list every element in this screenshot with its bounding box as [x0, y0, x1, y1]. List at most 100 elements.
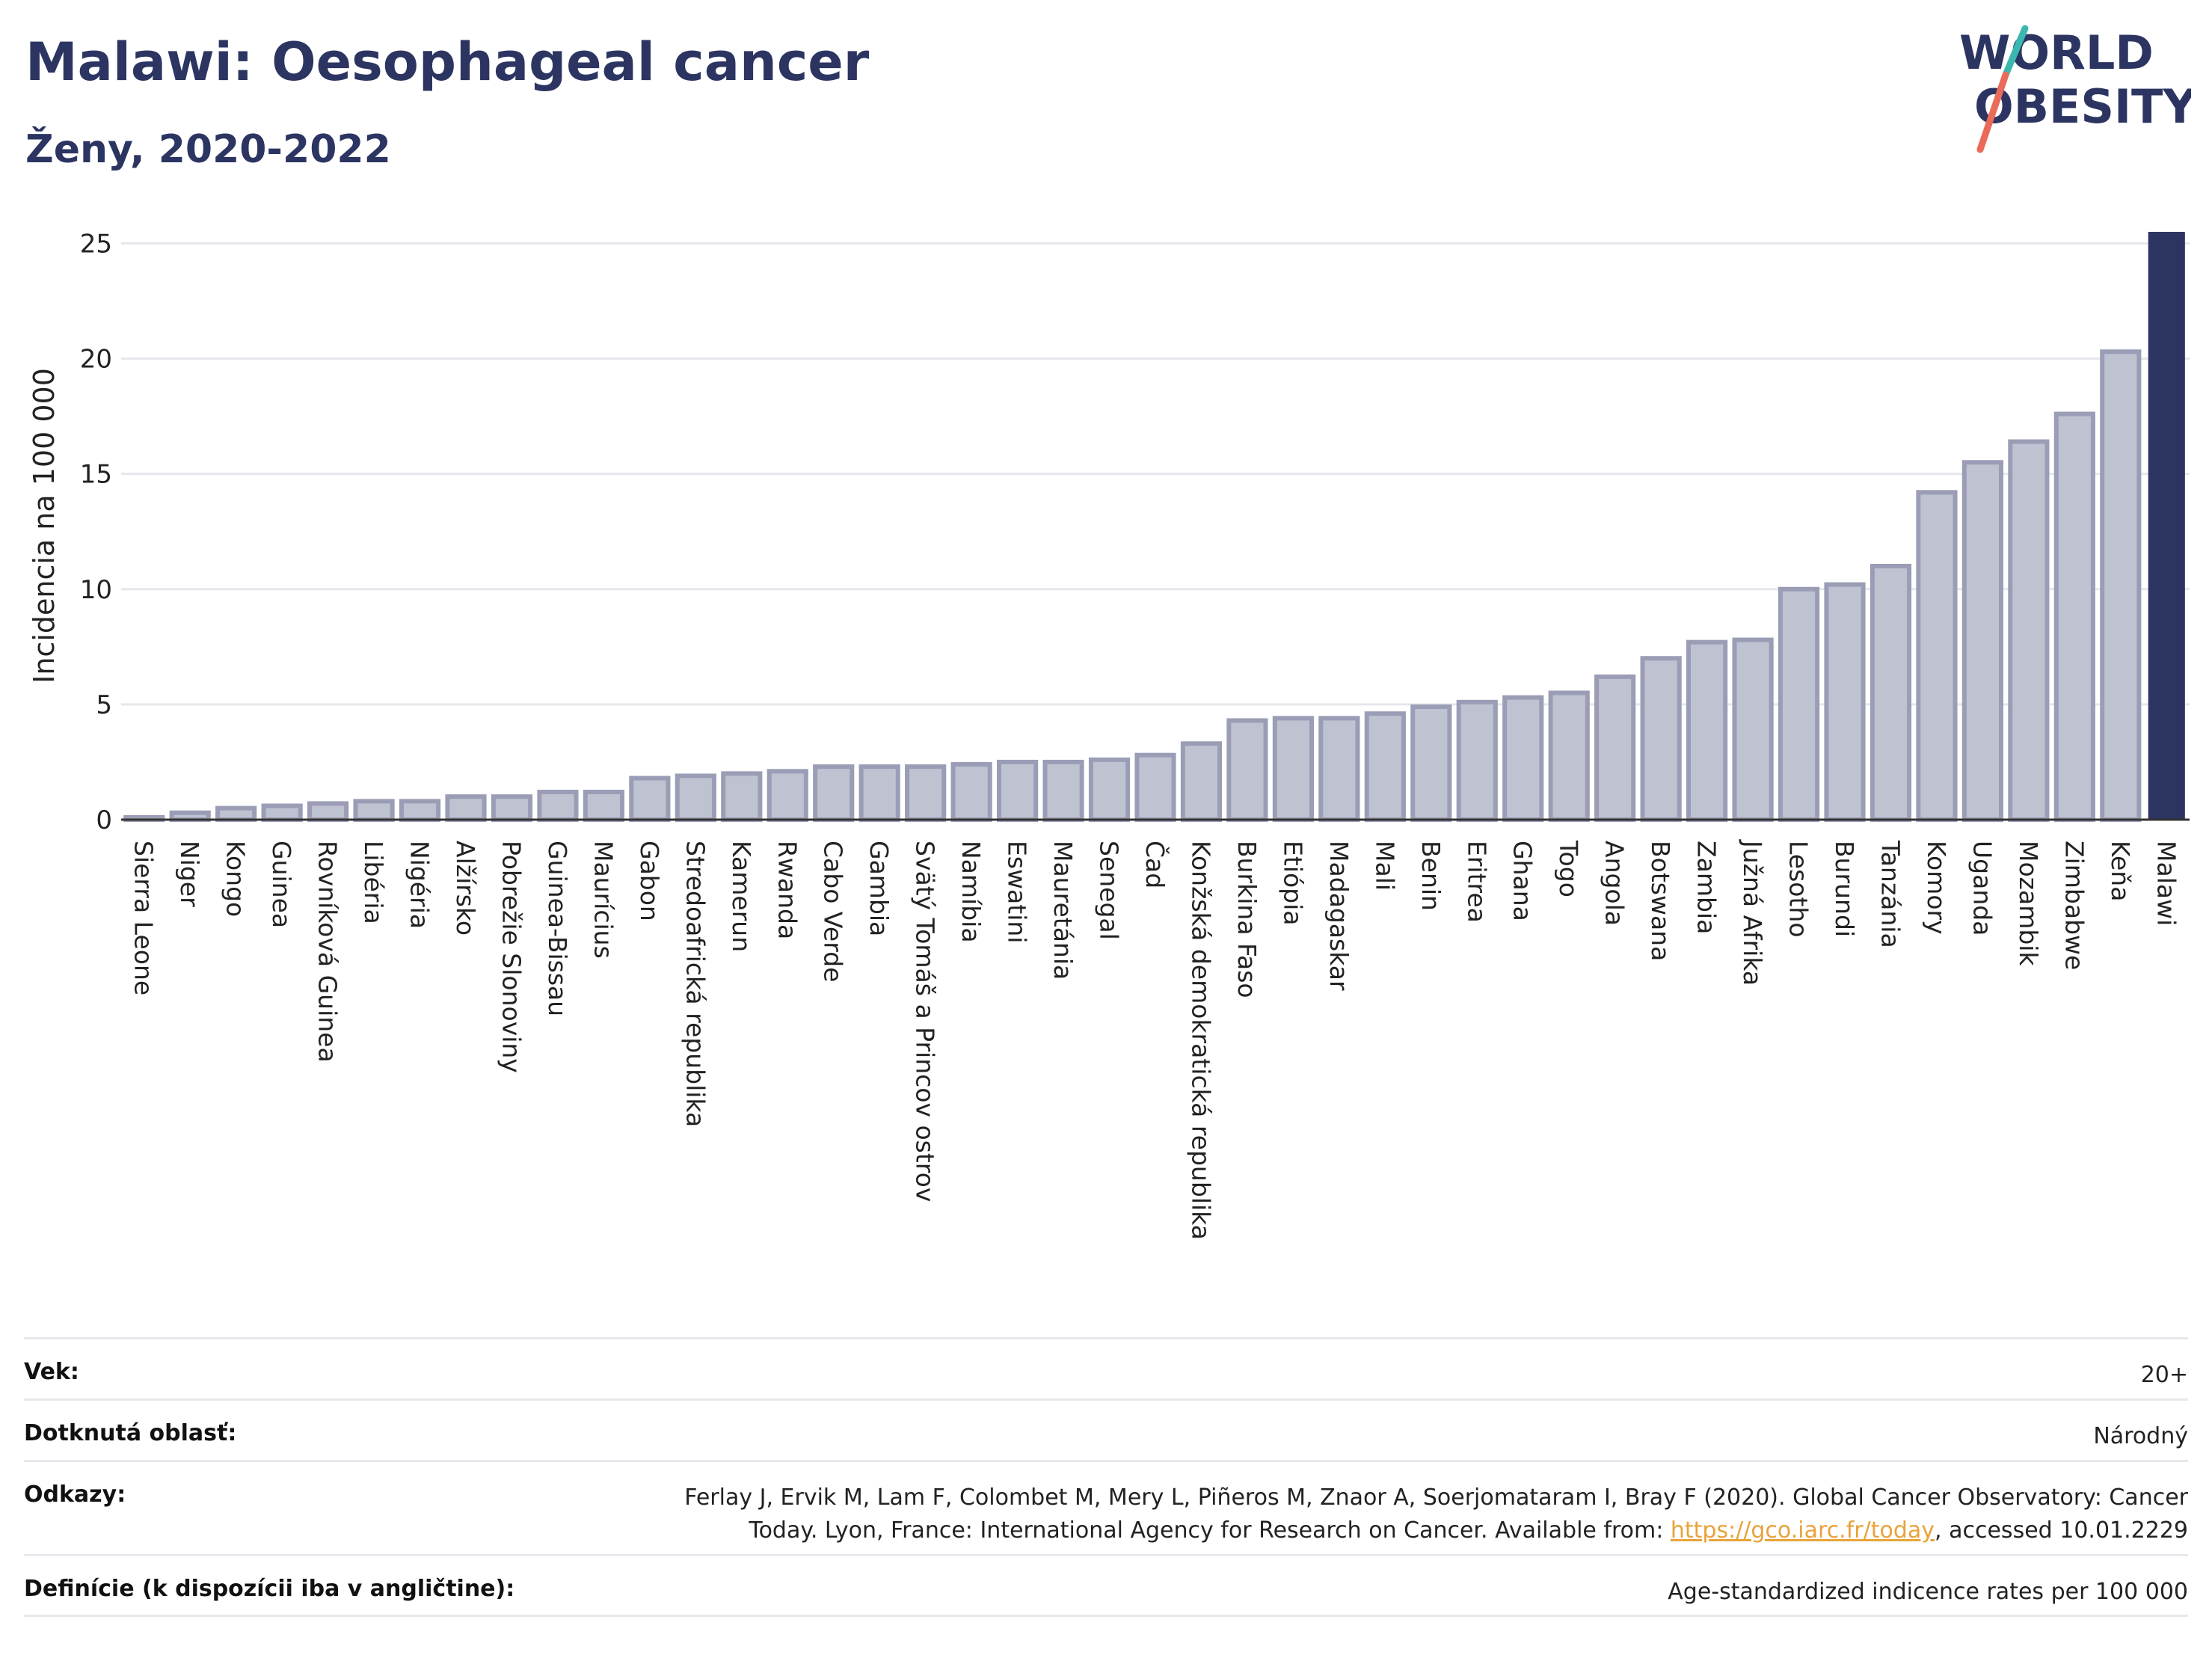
info-row-references: Odkazy: Ferlay J, Ervik M, Lam F, Colomb…: [24, 1460, 2188, 1554]
y-tick-label: 15: [80, 460, 112, 490]
x-tick-label: Madagaskar: [1324, 841, 1354, 991]
bars: [123, 232, 2185, 823]
bar-maur-cius: [583, 790, 624, 822]
x-tick-label: Gabon: [635, 841, 664, 921]
y-tick-label: 20: [80, 345, 112, 375]
bar-burundi: [1824, 582, 1866, 822]
y-axis-ticks: 0 5 10 15 20 25: [80, 229, 112, 835]
bar-nam-bia: [950, 762, 992, 823]
chart-title: Malawi: Oesophageal cancer: [25, 31, 870, 93]
x-tick-label: Južná Afrika: [1738, 839, 1767, 986]
y-tick-label: 0: [96, 805, 112, 835]
info-row-definitions: Definície (k dispozícii iba v angličtine…: [24, 1554, 2188, 1617]
bar-al-rsko: [445, 794, 487, 823]
bar-malawi: [2148, 232, 2185, 820]
info-row-area: Dotknutá oblasť: Národný: [24, 1398, 2188, 1460]
x-tick-label: Burkina Faso: [1232, 841, 1262, 998]
x-tick-label: Mauretánia: [1048, 841, 1078, 980]
logo-text-obesity: OBESITY: [1974, 79, 2191, 134]
bar-togo: [1548, 690, 1590, 822]
references-line-2: Today. Lyon, France: International Agenc…: [749, 1517, 1671, 1544]
logo-slash-coral: [1976, 71, 2009, 153]
bar-cabo-verde: [813, 764, 855, 822]
x-tick-label: Mozambik: [2014, 841, 2043, 966]
bar-angola: [1594, 674, 1636, 822]
references-label: Odkazy:: [24, 1481, 126, 1508]
x-tick-label: Mali: [1370, 841, 1399, 891]
bar-nig-ria: [399, 799, 441, 823]
bar-komory: [1916, 490, 1958, 823]
bar-rovn-kov-guinea: [307, 801, 349, 823]
x-tick-label: Maurícius: [589, 841, 618, 959]
bar-zimbabwe: [2053, 411, 2095, 822]
age-value: 20+: [2140, 1362, 2188, 1388]
bar-benin: [1410, 704, 1452, 823]
bar-mali: [1364, 711, 1406, 823]
x-tick-label: Gambia: [864, 841, 894, 936]
bar-burkina-faso: [1226, 718, 1268, 822]
bar-senegal: [1088, 757, 1131, 822]
x-tick-label: Namíbia: [956, 841, 986, 943]
x-tick-label: Uganda: [1967, 841, 1997, 936]
bar-uganda: [1961, 460, 2003, 822]
bar-kongo: [215, 805, 257, 823]
y-tick-label: 25: [80, 229, 112, 259]
x-tick-label: Stredoafrická republika: [681, 841, 710, 1127]
x-tick-label: Etiópia: [1278, 841, 1307, 926]
x-axis-ticks: Sierra Leone Niger Kongo Guinea Rovníková Gu…: [129, 839, 2181, 1240]
x-tick-label: Svätý Tomáš a Princov ostrov: [911, 841, 940, 1202]
bar-ghana: [1502, 695, 1544, 823]
references-link[interactable]: https://gco.iarc.fr/today: [1670, 1517, 1935, 1544]
bar-eti-pia: [1272, 716, 1314, 822]
bar-madagaskar: [1318, 716, 1360, 822]
age-label: Vek:: [24, 1359, 79, 1385]
bar-lib-ria: [353, 799, 395, 823]
bar-gambia: [858, 764, 900, 822]
bar-rwanda: [766, 769, 808, 823]
bar-pobre-ie-slonoviny: [491, 794, 533, 823]
x-tick-label: Senegal: [1095, 841, 1124, 940]
bar-zambia: [1686, 639, 1728, 822]
x-tick-label: Malawi: [2151, 841, 2181, 926]
x-tick-label: Togo: [1554, 840, 1583, 897]
x-tick-label: Guinea: [267, 841, 296, 928]
bar-ju-n-afrika: [1732, 637, 1774, 822]
bar-eritrea: [1456, 699, 1498, 822]
world-obesity-logo: WORLD OBESITY: [1959, 25, 2191, 153]
y-axis-label: Incidencia na 100 000: [28, 368, 61, 684]
x-tick-label: Guinea-Bissau: [543, 841, 572, 1016]
y-tick-label: 5: [96, 690, 112, 720]
y-tick-label: 10: [80, 575, 112, 605]
x-tick-label: Čad: [1140, 841, 1170, 888]
x-tick-label: Niger: [175, 841, 204, 907]
x-tick-label: Kamerun: [727, 841, 756, 952]
bar-sv-t-tom-a-princov-ostrov: [905, 764, 947, 822]
bar-eswatini: [997, 759, 1039, 822]
info-row-age: Vek: 20+: [24, 1337, 2188, 1398]
x-tick-label: Burundi: [1830, 841, 1859, 937]
x-tick-label: Zambia: [1692, 841, 1721, 934]
bar-botswana: [1640, 656, 1682, 822]
x-tick-label: Rwanda: [772, 841, 802, 939]
references-accessed: , accessed 10.01.2229: [1935, 1517, 2188, 1544]
x-tick-label: Sierra Leone: [129, 841, 159, 995]
bar--ad: [1134, 752, 1176, 822]
x-tick-label: Konžská demokratická republika: [1186, 841, 1215, 1240]
x-tick-label: Eritrea: [1462, 841, 1491, 923]
bar-mauret-nia: [1042, 759, 1084, 822]
x-tick-label: Alžírsko: [451, 841, 480, 936]
x-tick-label: Nigéria: [405, 841, 434, 929]
bar-guinea: [261, 803, 303, 822]
x-tick-label: Botswana: [1646, 841, 1675, 961]
info-table: Vek: 20+ Dotknutá oblasť: Národný Odkazy…: [24, 1337, 2188, 1617]
area-value: Národný: [2093, 1423, 2188, 1449]
bar-tanz-nia: [1870, 563, 1912, 822]
bar-ke-a: [2100, 349, 2142, 822]
x-tick-label: Cabo Verde: [819, 841, 848, 982]
x-tick-label: Libéria: [359, 841, 388, 924]
bar-mozambik: [2008, 439, 2050, 823]
x-tick-label: Komory: [1922, 841, 1951, 935]
logo-slash-teal: [2002, 25, 2029, 79]
x-tick-label: Kongo: [221, 841, 251, 917]
x-tick-label: Ghana: [1508, 841, 1537, 921]
